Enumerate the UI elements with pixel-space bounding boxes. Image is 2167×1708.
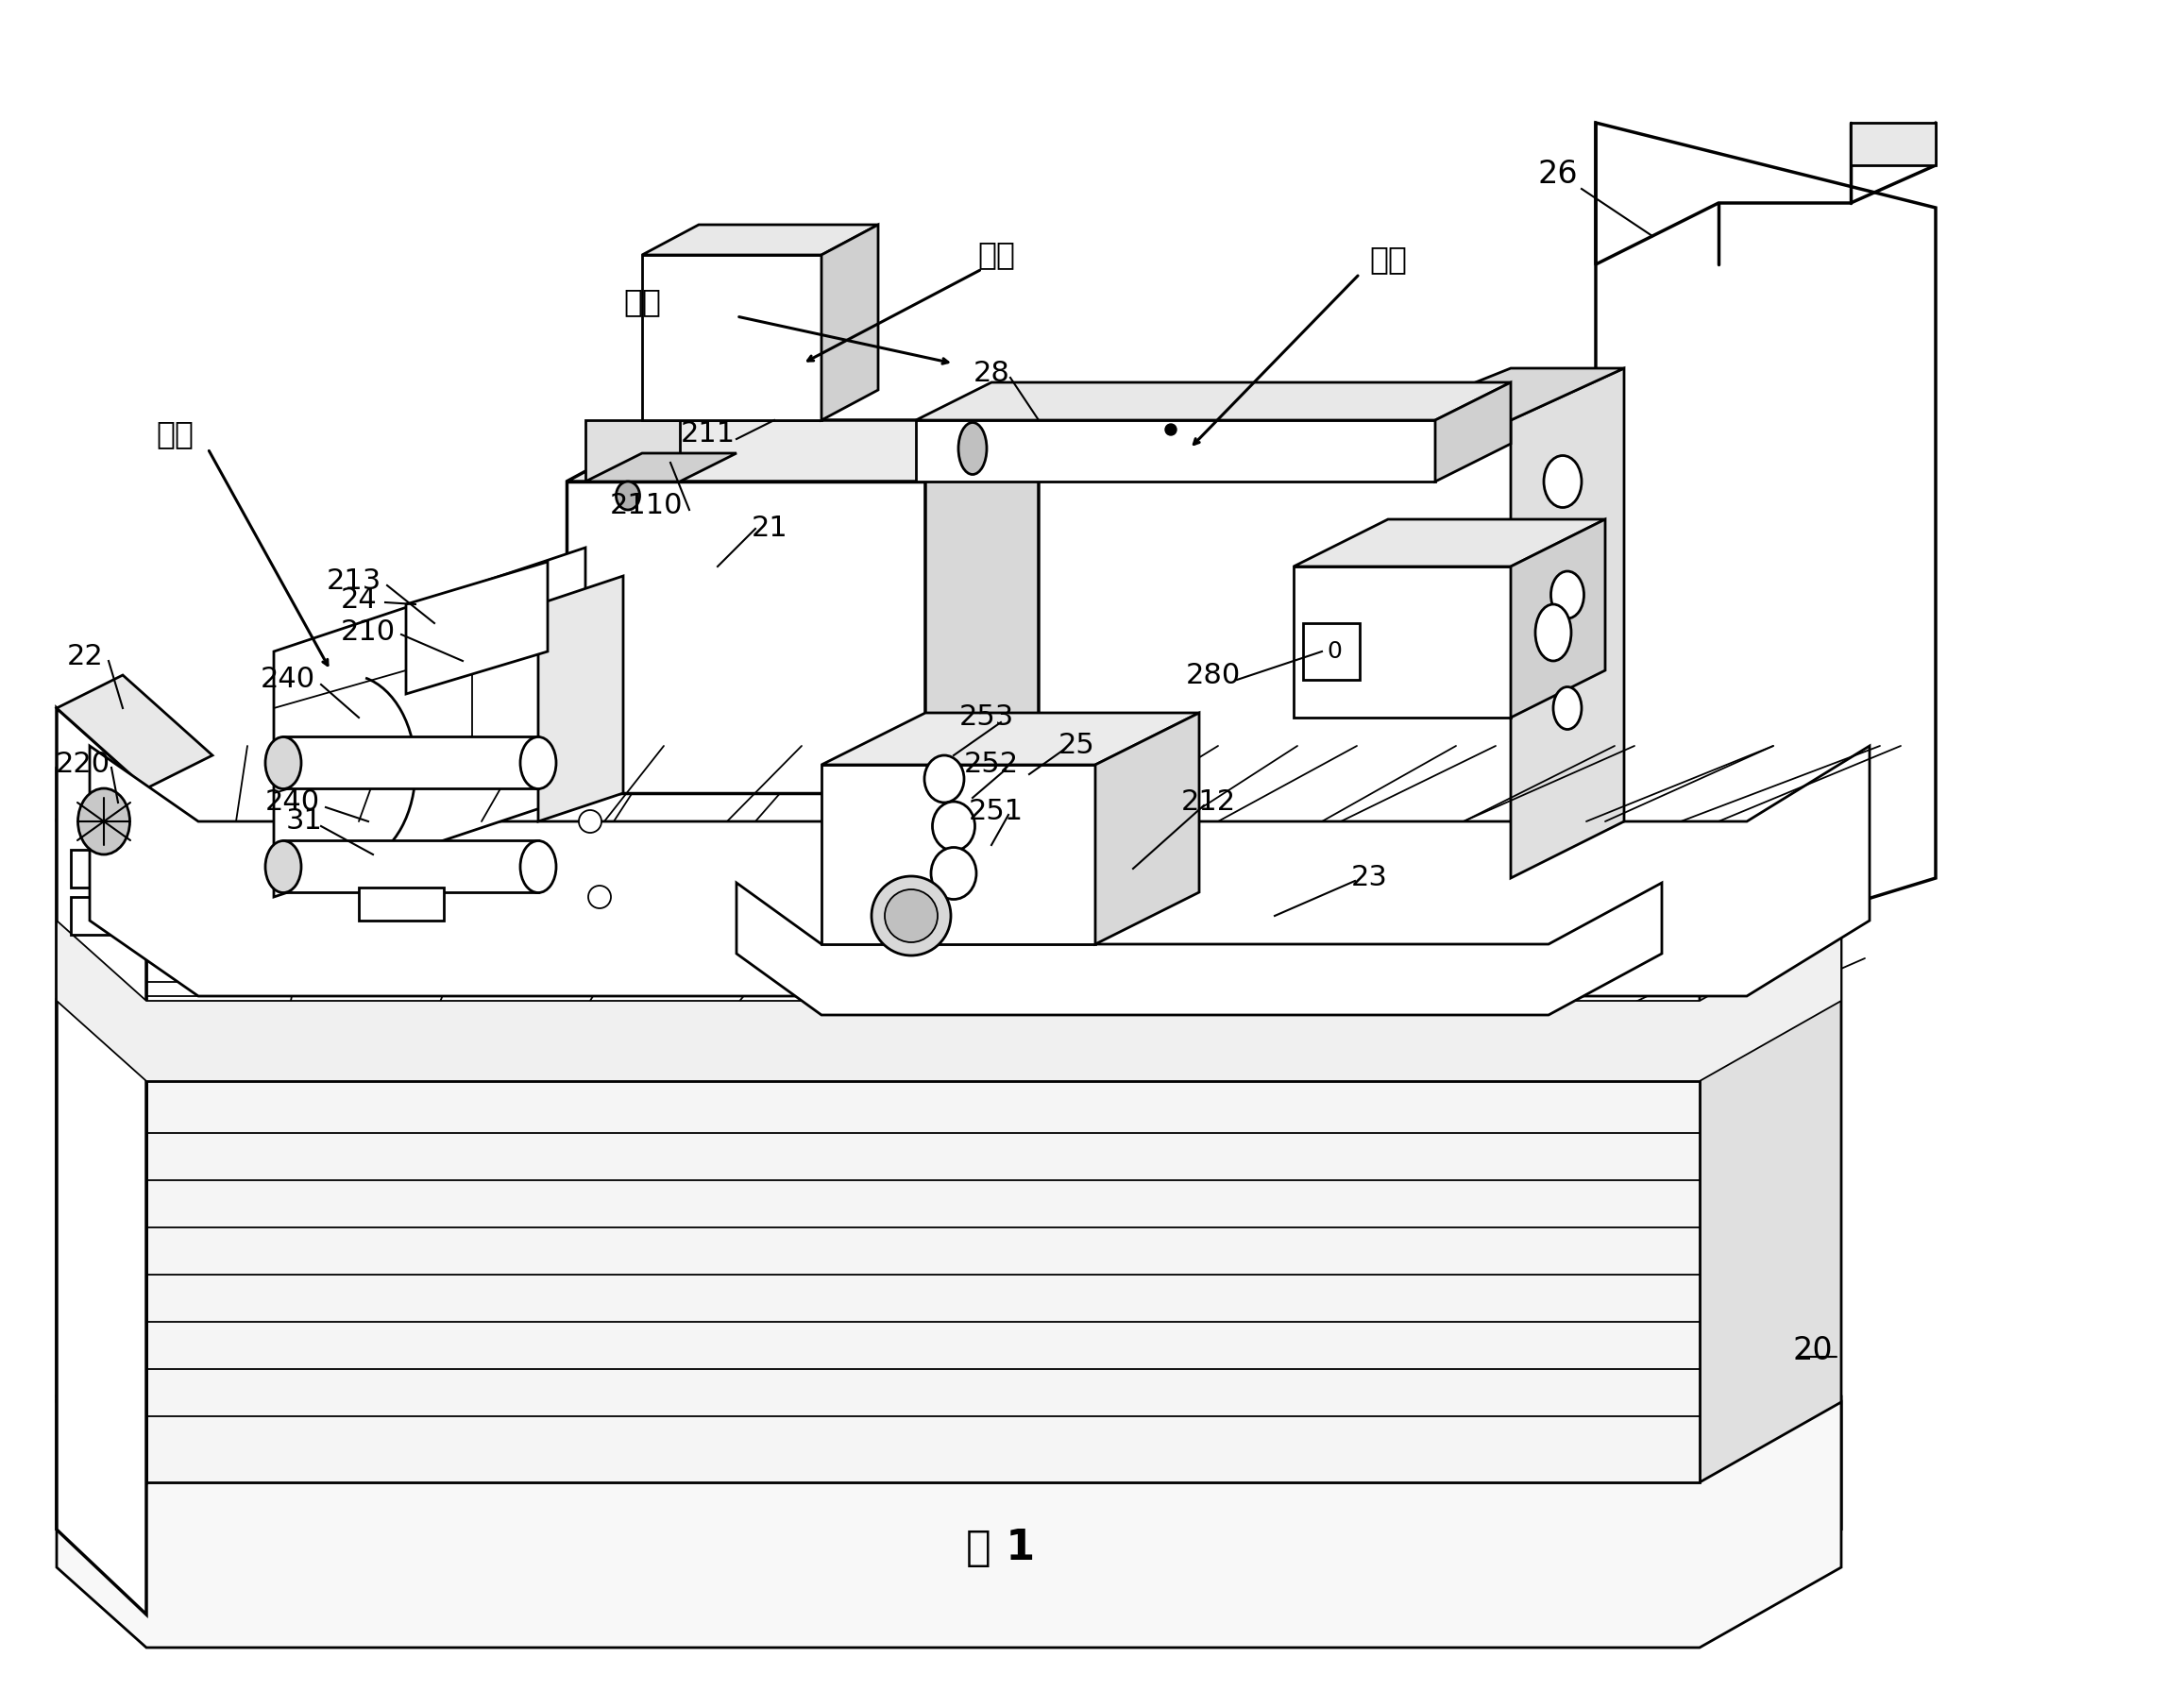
Text: 210: 210 [340,618,397,646]
Polygon shape [147,1081,1699,1483]
Ellipse shape [1543,456,1582,507]
Polygon shape [566,482,925,793]
Polygon shape [1294,567,1510,717]
Polygon shape [925,420,1038,793]
Polygon shape [56,921,1842,1081]
Polygon shape [585,420,680,482]
Polygon shape [821,712,1198,765]
Polygon shape [56,770,1842,902]
Polygon shape [585,453,737,482]
Polygon shape [56,770,147,1614]
Circle shape [587,886,611,909]
Polygon shape [821,225,878,420]
Polygon shape [917,420,1435,482]
Polygon shape [284,736,537,789]
Polygon shape [1699,770,1842,1614]
Polygon shape [56,1001,147,1483]
Ellipse shape [932,847,977,900]
Ellipse shape [1166,424,1177,436]
Polygon shape [537,576,624,822]
Circle shape [884,890,938,943]
Polygon shape [56,675,212,789]
Text: 251: 251 [969,798,1023,825]
Polygon shape [1417,369,1623,420]
Polygon shape [89,746,1870,996]
Ellipse shape [1534,605,1571,661]
Text: 21: 21 [752,516,789,543]
Text: 26: 26 [1539,159,1578,190]
Polygon shape [566,420,1038,482]
Text: 20: 20 [1792,1334,1833,1366]
Polygon shape [737,883,1662,1015]
Polygon shape [273,548,585,897]
Polygon shape [56,1402,1842,1648]
Text: 前端: 前端 [156,418,193,449]
Polygon shape [56,822,147,1483]
Polygon shape [72,851,132,888]
Text: 24: 24 [340,586,377,613]
Text: 220: 220 [56,752,111,779]
Text: 240: 240 [260,666,316,693]
Ellipse shape [1554,687,1582,729]
Polygon shape [284,840,537,892]
Text: 2110: 2110 [611,492,683,519]
Polygon shape [1595,123,1935,982]
Ellipse shape [932,801,975,851]
Text: 211: 211 [680,420,735,447]
Polygon shape [1294,519,1606,567]
Text: 212: 212 [1181,789,1235,816]
Text: 213: 213 [327,567,381,594]
Text: 22: 22 [67,642,104,670]
Text: 252: 252 [964,752,1018,779]
Polygon shape [917,383,1510,420]
Polygon shape [56,709,147,1614]
Text: 23: 23 [1350,864,1387,892]
Polygon shape [641,225,878,254]
Polygon shape [1510,369,1623,878]
Ellipse shape [520,736,557,789]
Ellipse shape [520,840,557,893]
Polygon shape [821,765,1094,945]
Polygon shape [113,774,1842,902]
Ellipse shape [78,789,130,854]
Polygon shape [1510,519,1606,717]
Text: 横向: 横向 [1370,244,1406,275]
Ellipse shape [264,840,301,893]
Text: 280: 280 [1185,661,1242,688]
Text: 240: 240 [264,789,321,816]
Ellipse shape [264,736,301,789]
Polygon shape [641,254,821,420]
Text: 图 1: 图 1 [966,1529,1036,1568]
Text: 纵向: 纵向 [624,287,661,318]
Polygon shape [360,888,444,921]
Circle shape [871,876,951,955]
Polygon shape [1435,383,1510,482]
Text: 0: 0 [1326,640,1341,663]
Polygon shape [405,562,548,693]
Ellipse shape [958,422,986,475]
Text: 253: 253 [960,704,1014,731]
Ellipse shape [615,482,639,511]
Text: 后端: 后端 [977,239,1014,270]
Polygon shape [56,1397,1842,1614]
Polygon shape [1851,123,1935,166]
Ellipse shape [925,755,964,803]
Polygon shape [1094,712,1198,945]
Text: 31: 31 [286,808,323,835]
Polygon shape [1302,623,1359,680]
Ellipse shape [1552,570,1584,618]
Circle shape [579,810,602,834]
Polygon shape [72,897,132,934]
Text: 28: 28 [973,359,1010,386]
Text: 25: 25 [1057,733,1094,760]
